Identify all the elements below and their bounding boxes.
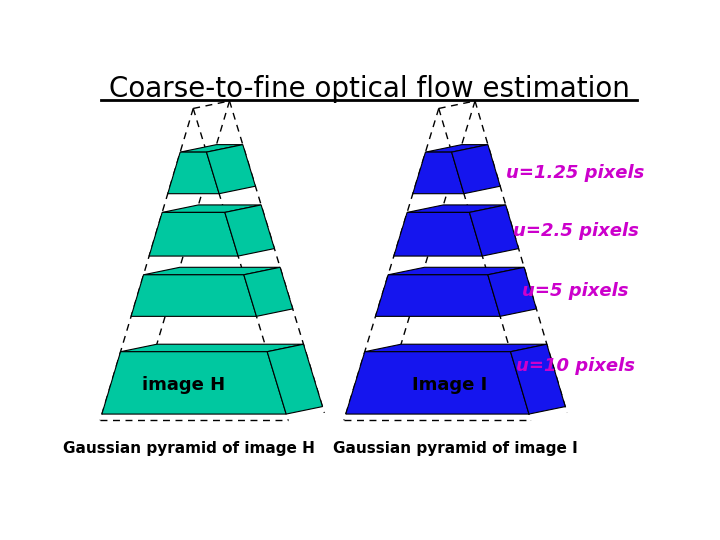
Polygon shape xyxy=(168,152,219,194)
Polygon shape xyxy=(102,352,286,414)
Text: Image I: Image I xyxy=(412,376,487,394)
Text: u=10 pixels: u=10 pixels xyxy=(516,357,635,375)
Polygon shape xyxy=(143,267,280,275)
Polygon shape xyxy=(149,212,238,256)
Text: u=5 pixels: u=5 pixels xyxy=(522,282,629,300)
Text: u=1.25 pixels: u=1.25 pixels xyxy=(506,164,644,182)
Polygon shape xyxy=(407,205,505,212)
Polygon shape xyxy=(131,275,256,316)
Text: image H: image H xyxy=(142,376,225,394)
Polygon shape xyxy=(388,267,524,275)
Polygon shape xyxy=(267,344,323,414)
Text: Gaussian pyramid of image H: Gaussian pyramid of image H xyxy=(63,441,315,456)
Polygon shape xyxy=(120,344,304,352)
Text: u=2.5 pixels: u=2.5 pixels xyxy=(513,222,639,240)
Polygon shape xyxy=(207,145,256,194)
Polygon shape xyxy=(162,205,261,212)
Polygon shape xyxy=(469,205,518,256)
Polygon shape xyxy=(510,344,565,414)
Text: Gaussian pyramid of image I: Gaussian pyramid of image I xyxy=(333,441,578,456)
Polygon shape xyxy=(376,275,500,316)
Polygon shape xyxy=(413,152,464,194)
Polygon shape xyxy=(365,344,546,352)
Polygon shape xyxy=(426,145,488,152)
Polygon shape xyxy=(244,267,293,316)
Polygon shape xyxy=(180,145,243,152)
Polygon shape xyxy=(488,267,536,316)
Text: Coarse-to-fine optical flow estimation: Coarse-to-fine optical flow estimation xyxy=(109,75,629,103)
Polygon shape xyxy=(394,212,482,256)
Polygon shape xyxy=(225,205,274,256)
Polygon shape xyxy=(346,352,529,414)
Polygon shape xyxy=(451,145,500,194)
